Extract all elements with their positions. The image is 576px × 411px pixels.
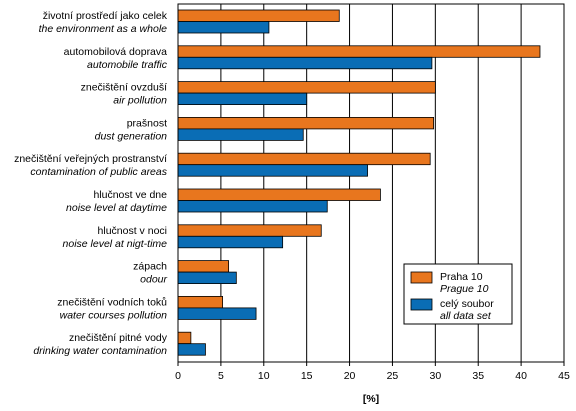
x-tick-label: 15 (301, 370, 313, 382)
bar-all-data (177, 235, 284, 249)
category-label-en: the environment as a whole (39, 23, 168, 35)
category-label-en: noise level at nigt-time (63, 238, 168, 250)
x-tick-label: 35 (472, 370, 484, 382)
category-label: životní prostředí jako celek (43, 10, 168, 22)
bar-praha10 (177, 188, 381, 201)
x-tick-label: 30 (429, 370, 441, 382)
category-label: znečištění vodních toků (57, 296, 167, 308)
x-tick-label: 20 (344, 370, 356, 382)
x-tick-label: 0 (175, 370, 181, 382)
category-label-en: drinking water contamination (33, 345, 167, 357)
category-label: znečištění veřejných prostranství (14, 153, 167, 165)
bar-praha10 (177, 295, 224, 309)
plot-frame (177, 3, 565, 363)
bar-all-data (177, 271, 237, 285)
category-label: znečištění pitné vody (69, 332, 168, 344)
bar-all-data (177, 200, 328, 213)
x-axis-label: [%] (363, 393, 379, 405)
legend-swatch (410, 271, 433, 284)
bar-praha10 (177, 81, 436, 94)
bar-praha10 (177, 260, 230, 273)
legend-swatch (410, 298, 433, 311)
bar-all-data (177, 92, 308, 105)
category-label-en: automobile traffic (87, 59, 168, 71)
category-label: automobilová doprava (64, 46, 167, 58)
category-label: hlučnost v noci (98, 225, 167, 237)
x-tick-label: 5 (218, 370, 224, 382)
category-label: zápach (133, 261, 167, 273)
legend-label: Praha 10 (440, 271, 483, 283)
bars (177, 9, 541, 356)
category-label-en: dust generation (95, 130, 168, 142)
bar-all-data (177, 164, 368, 177)
bar-all-data (177, 343, 206, 356)
bar-all-data (177, 307, 257, 320)
x-tick-label: 10 (258, 370, 270, 382)
category-label-en: noise level at daytime (66, 202, 167, 214)
category-label-en: air pollution (113, 95, 167, 107)
category-label-en: water courses pollution (60, 309, 168, 321)
legend-label-en: Prague 10 (440, 283, 489, 295)
category-label-en: contamination of public areas (30, 166, 167, 178)
category-label: hlučnost ve dne (93, 189, 167, 201)
bar-praha10 (177, 152, 431, 166)
x-tick-label: 45 (558, 370, 570, 382)
legend-label: celý soubor (440, 298, 494, 310)
bar-praha10 (177, 224, 322, 237)
legend-label-en: all data set (440, 310, 492, 322)
category-label-en: odour (140, 274, 167, 286)
bar-praha10 (177, 331, 192, 345)
bar-praha10 (177, 117, 435, 130)
category-label: znečištění ovzduší (81, 82, 167, 94)
bar-praha10 (177, 45, 541, 58)
bar-all-data (177, 56, 433, 70)
bar-all-data (177, 128, 304, 141)
x-axis: 0 5 10 15 20 25 30 35 40 45 (175, 362, 570, 382)
bar-praha10 (177, 9, 340, 22)
x-tick-label: 40 (515, 370, 527, 382)
category-label: prašnost (127, 117, 167, 129)
bar-all-data (177, 21, 270, 34)
x-tick-label: 25 (387, 370, 399, 382)
